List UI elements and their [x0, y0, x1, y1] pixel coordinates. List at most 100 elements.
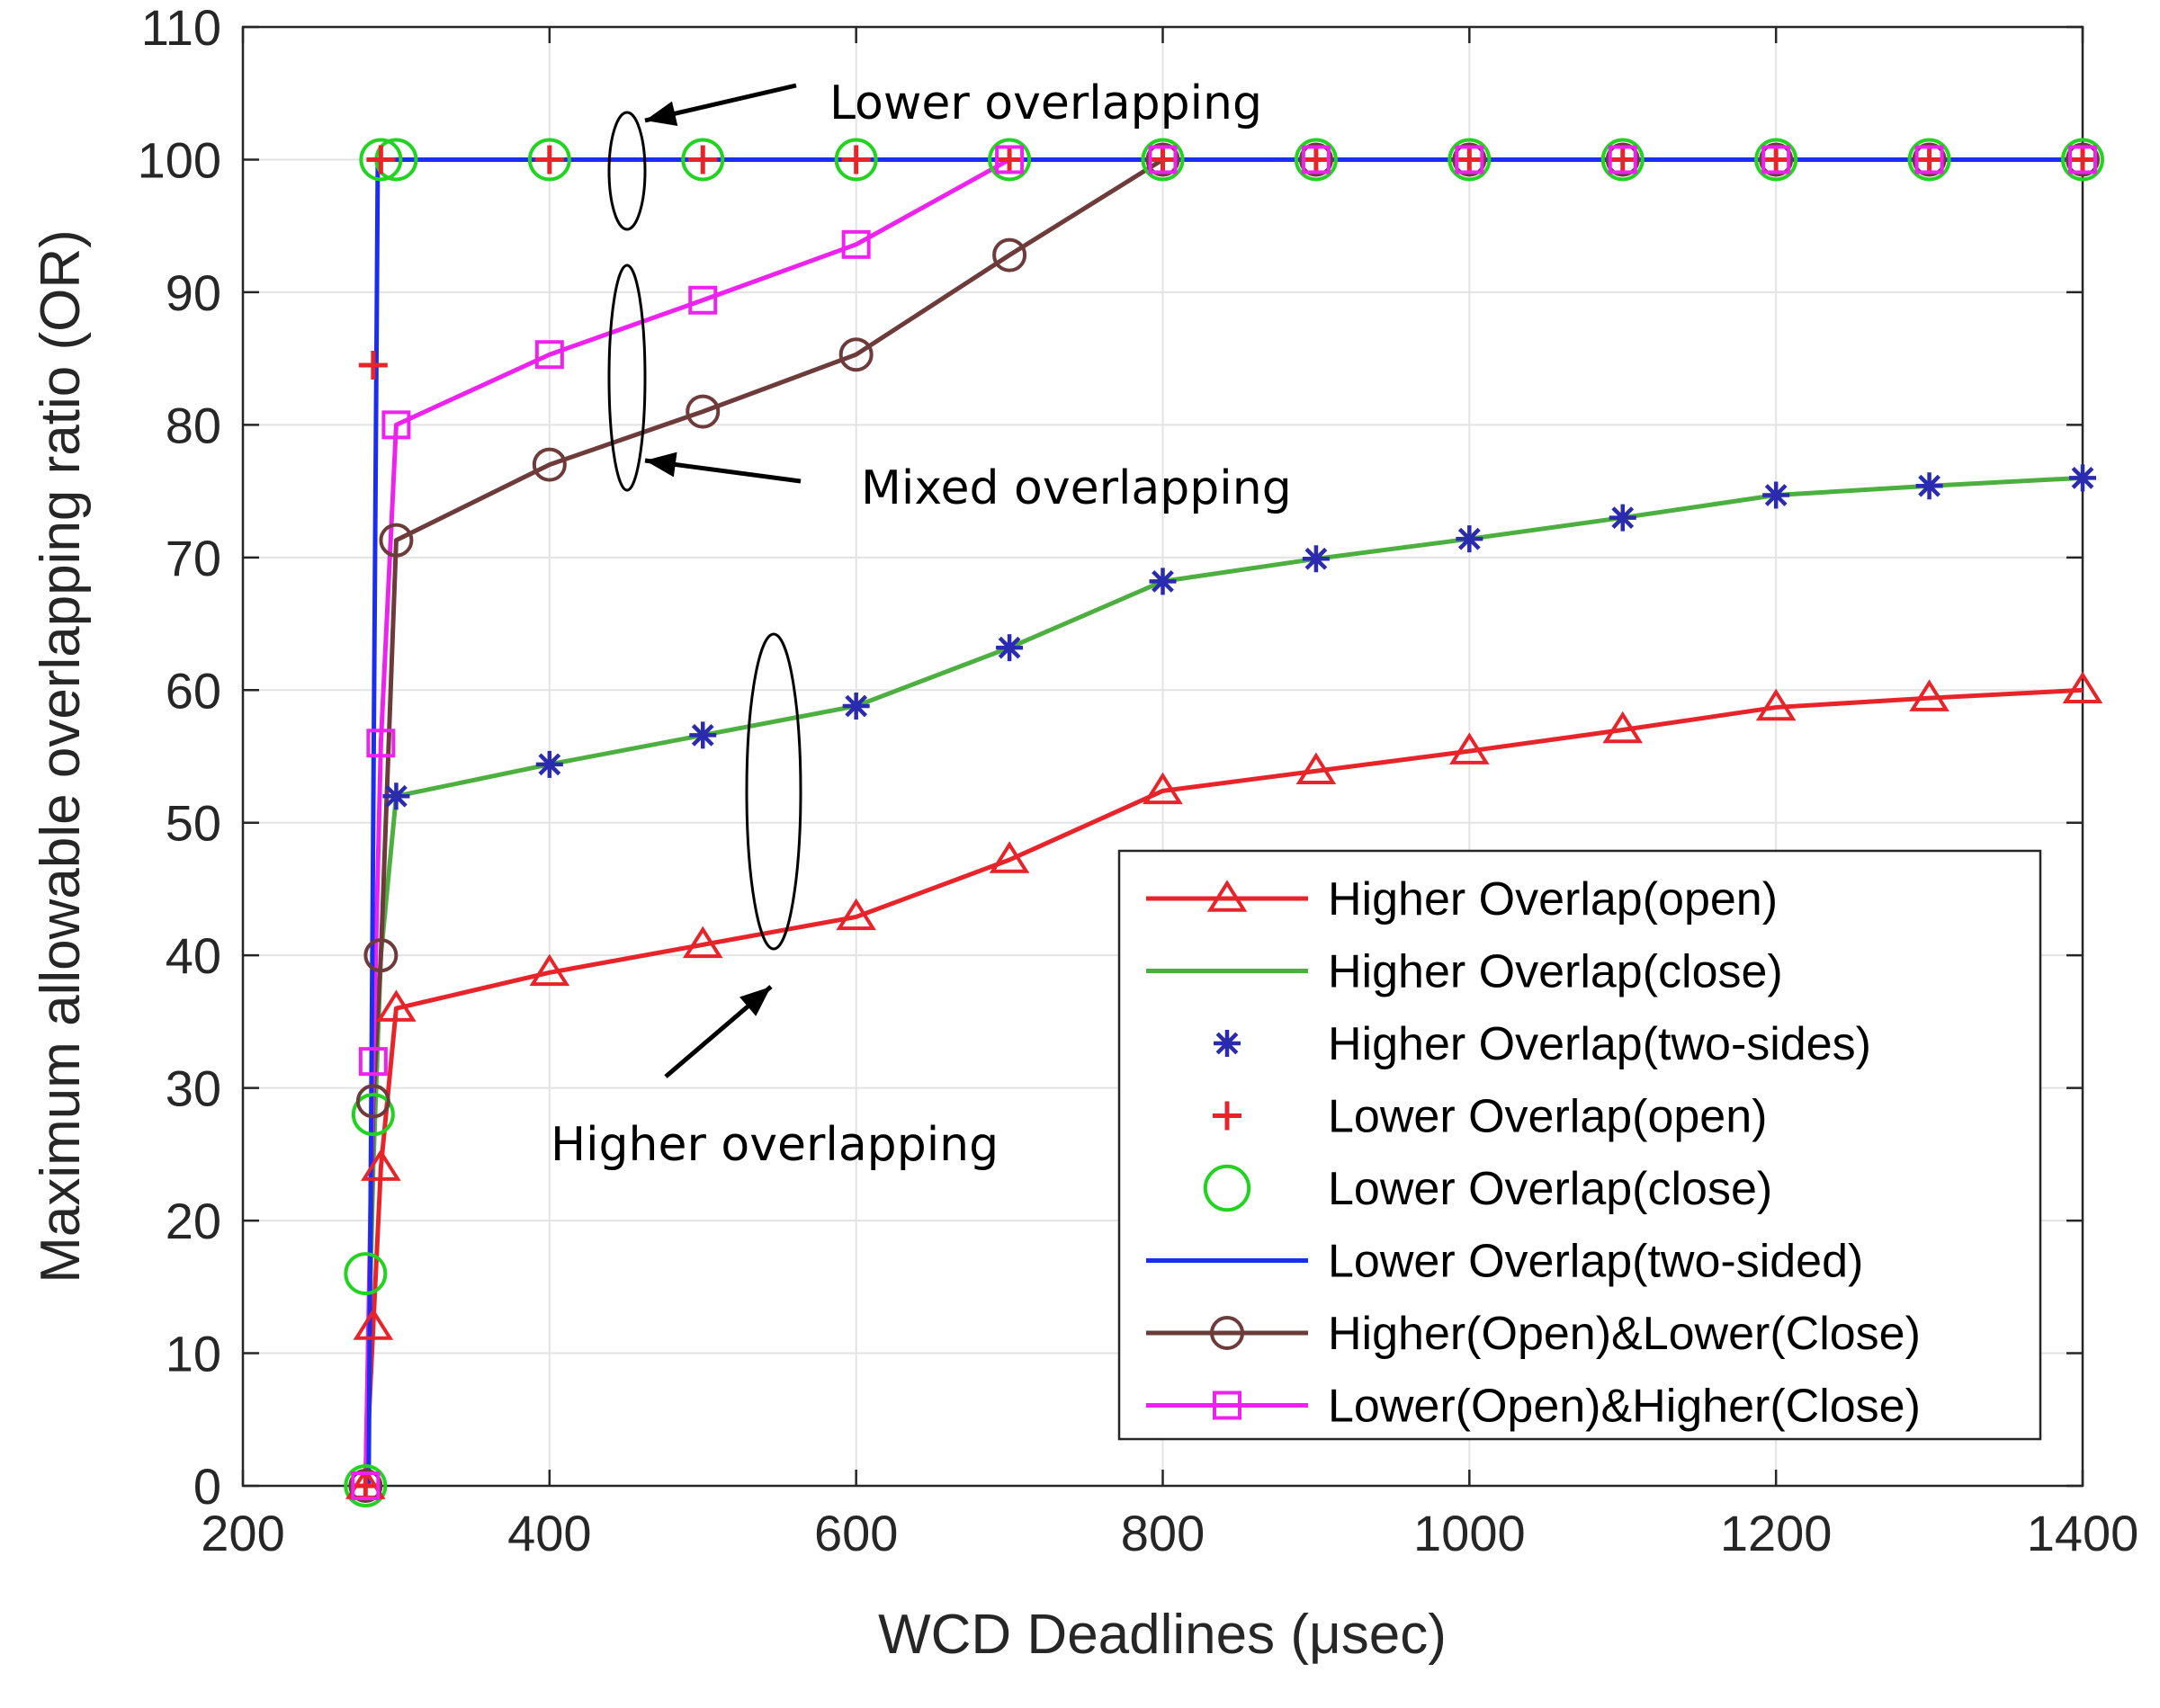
data-point-higher-open-lower-close	[1759, 142, 1794, 177]
data-point-lower-overlap-close	[351, 1093, 395, 1137]
annotation-label: Mixed overlapping	[861, 461, 1292, 515]
legend-label: Lower(Open)&Higher(Close)	[1328, 1381, 1921, 1433]
data-point-higher-open-lower-close	[838, 337, 874, 372]
data-point-higher-overlap-open	[1909, 679, 1949, 711]
y-tick-label: 30	[166, 1060, 221, 1117]
data-point-higher-overlap-open	[836, 898, 876, 931]
series-line-higher-overlap-open	[363, 687, 2084, 1487]
data-point-higher-open-lower-close	[686, 394, 721, 429]
y-tick-label: 0	[193, 1458, 221, 1515]
annotation-label: Higher overlapping	[551, 1118, 999, 1172]
data-point-lower-open-higher-close	[1914, 145, 1944, 174]
legend-marker	[1213, 1101, 1241, 1131]
y-tick-label: 80	[166, 397, 221, 453]
data-point-higher-open-lower-close	[992, 237, 1027, 273]
data-point-higher-overlap-two-sides	[382, 782, 410, 810]
data-point-lower-overlap-open	[1148, 145, 1178, 174]
legend-marker	[1213, 1391, 1241, 1420]
data-point-higher-overlap-open	[1143, 772, 1183, 805]
data-point-higher-overlap-two-sides	[535, 750, 563, 778]
legend: Higher Overlap(open) Higher Overlap(close…	[1117, 849, 2042, 1441]
data-point-higher-overlap-open	[1602, 711, 1644, 744]
y-tick-label: 10	[166, 1326, 221, 1382]
x-tick-label: 800	[1121, 1505, 1205, 1561]
data-point-lower-overlap-open	[841, 145, 871, 174]
legend-label: Higher(Open)&Lower(Close)	[1328, 1308, 1921, 1360]
legend-label: Higher Overlap(close)	[1328, 946, 1783, 998]
y-tick-label: 70	[166, 530, 221, 586]
data-point-lower-open-higher-close	[1148, 145, 1178, 174]
y-tick-label: 20	[166, 1193, 221, 1249]
legend-label: Higher Overlap(open)	[1328, 873, 1778, 926]
data-point-higher-overlap-open	[376, 989, 417, 1022]
data-point-lower-open-higher-close	[1455, 145, 1484, 174]
data-point-lower-overlap-open	[1455, 145, 1484, 174]
data-point-higher-open-lower-close	[532, 447, 567, 482]
data-point-lower-overlap-open	[1914, 145, 1944, 174]
data-point-lower-open-higher-close	[1608, 145, 1637, 174]
legend-entry-higher-overlap-close: Higher Overlap(close)	[1146, 946, 1783, 998]
data-point-higher-overlap-open	[529, 953, 570, 987]
data-point-lower-overlap-open	[1301, 145, 1331, 174]
data-point-higher-overlap-open	[1295, 752, 1337, 784]
data-point-lower-open-higher-close	[366, 729, 396, 758]
data-point-lower-open-higher-close	[534, 340, 564, 370]
legend-entry-higher-overlap-open: Higher Overlap(open)	[1146, 873, 1778, 926]
data-point-higher-open-lower-close	[1912, 142, 1947, 177]
legend-label: Lower Overlap(two-sided)	[1328, 1236, 1863, 1288]
data-point-lower-open-higher-close	[351, 1471, 381, 1500]
data-point-lower-overlap-close	[681, 138, 725, 182]
data-point-higher-overlap-two-sides	[996, 634, 1024, 662]
data-point-lower-overlap-close	[344, 1464, 388, 1507]
annotations: Lower overlapping Mixed overlapping Higher…	[551, 76, 1292, 1172]
data-point-lower-overlap-close	[1447, 138, 1492, 182]
data-point-lower-open-higher-close	[358, 1047, 388, 1077]
data-point-higher-overlap-two-sides	[1302, 545, 1330, 573]
data-point-higher-overlap-two-sides	[1456, 525, 1483, 553]
data-point-higher-overlap-open	[2062, 671, 2103, 704]
data-point-higher-open-lower-close	[2066, 142, 2100, 177]
data-point-lower-overlap-close	[527, 138, 571, 182]
data-point-lower-open-higher-close	[995, 145, 1025, 174]
data-point-higher-overlap-two-sides	[1762, 481, 1790, 509]
data-point-higher-overlap-two-sides	[2069, 464, 2096, 492]
data-point-lower-overlap-open	[358, 351, 388, 380]
data-point-lower-open-higher-close	[2068, 145, 2097, 174]
data-point-lower-overlap-close	[344, 1252, 388, 1296]
legend-box	[1117, 849, 2042, 1441]
data-point-lower-open-higher-close	[381, 410, 411, 440]
y-tick-label: 110	[141, 0, 221, 56]
annotation-arrow-head	[645, 452, 677, 478]
data-point-lower-overlap-close	[834, 138, 878, 182]
legend-entry-higher-overlap-two-sides: Higher Overlap(two-sides)	[1214, 1018, 1871, 1070]
legend-label: Lower Overlap(close)	[1328, 1163, 1772, 1215]
data-point-lower-overlap-close	[1907, 138, 1951, 182]
data-point-higher-overlap-two-sides	[689, 721, 717, 749]
data-point-lower-overlap-close	[359, 138, 403, 182]
data-point-higher-overlap-two-sides	[1149, 568, 1177, 595]
data-point-lower-overlap-open	[1761, 145, 1791, 174]
legend-marker	[1210, 1316, 1244, 1350]
data-point-higher-overlap-two-sides	[1609, 504, 1636, 532]
legend-entry-higher-open-lower-close: Higher(Open)&Lower(Close)	[1146, 1308, 1921, 1360]
data-point-higher-overlap-open	[361, 1149, 401, 1181]
data-point-lower-overlap-close	[2061, 138, 2104, 182]
y-tick-label: 50	[166, 795, 221, 852]
y-tick-label: 90	[166, 264, 221, 321]
data-point-higher-overlap-open	[682, 926, 723, 959]
data-point-higher-open-lower-close	[1145, 142, 1180, 177]
data-point-higher-open-lower-close	[379, 523, 414, 558]
y-tick-label: 100	[138, 131, 221, 188]
data-point-higher-open-lower-close	[1298, 142, 1333, 177]
legend-marker	[1206, 880, 1248, 912]
x-tick-label: 1400	[2027, 1505, 2139, 1561]
data-point-higher-open-lower-close	[1605, 142, 1640, 177]
data-point-higher-open-lower-close	[363, 938, 399, 973]
legend-entry-lower-overlap-open: Lower Overlap(open)	[1213, 1091, 1767, 1143]
data-point-lower-overlap-open	[995, 145, 1025, 174]
legend-label: Higher Overlap(two-sides)	[1328, 1018, 1871, 1070]
data-point-lower-overlap-close	[988, 138, 1032, 182]
legend-entry-lower-overlap-close: Lower Overlap(close)	[1203, 1163, 1772, 1215]
annotation-ellipse	[607, 111, 647, 231]
